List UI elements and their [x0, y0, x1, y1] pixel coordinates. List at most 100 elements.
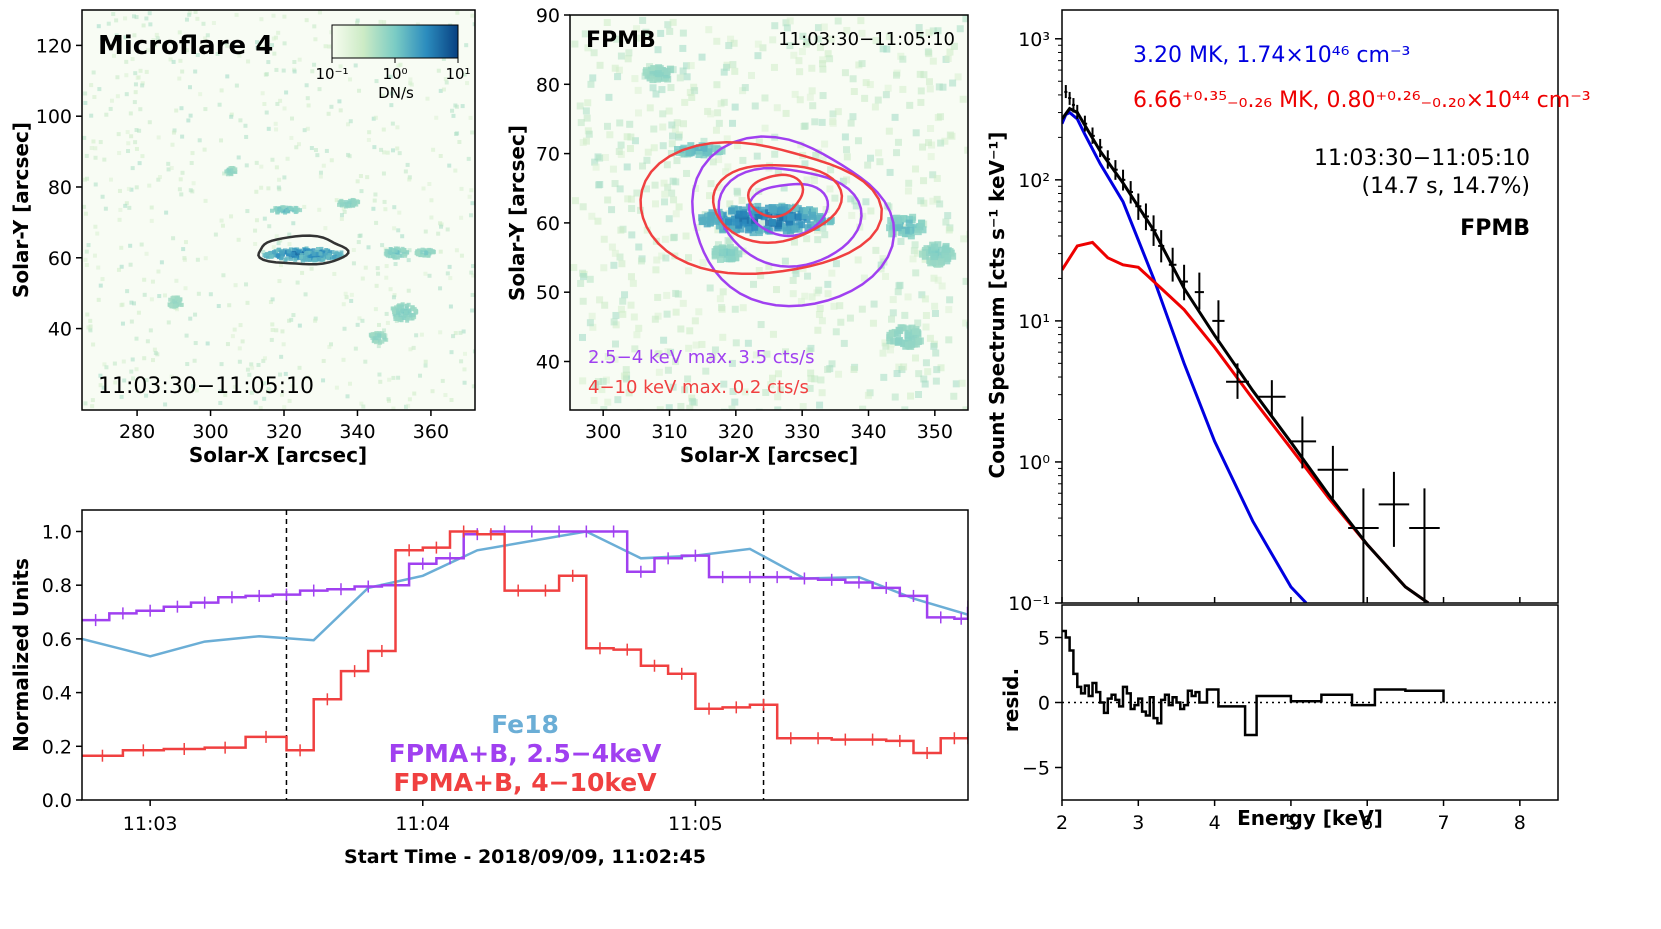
- noise-pixel: [824, 50, 832, 58]
- emission-pixel: [711, 248, 719, 256]
- emission-pixel: [387, 250, 392, 255]
- map-axis-ticks: 280 300 320 340 360 40 60 80 100 120: [36, 35, 449, 443]
- y-tick-label: 10⁰: [1018, 452, 1050, 474]
- noise-pixel: [938, 282, 946, 290]
- noise-pixel: [218, 400, 223, 405]
- noise-pixel: [187, 12, 192, 17]
- emission-pixel: [286, 249, 291, 254]
- x-tick-label: 11:05: [668, 813, 723, 835]
- noise-pixel: [117, 39, 122, 44]
- noise-pixel: [129, 369, 134, 374]
- noise-pixel: [808, 64, 816, 72]
- noise-pixel: [96, 24, 101, 29]
- emission-pixel: [695, 151, 703, 159]
- emission-pixel: [728, 207, 736, 215]
- noise-pixel: [294, 145, 299, 150]
- noise-pixel: [193, 69, 198, 74]
- noise-pixel: [100, 36, 105, 41]
- noise-pixel: [353, 63, 358, 68]
- noise-pixel: [705, 26, 713, 34]
- noise-pixel: [313, 37, 318, 42]
- noise-pixel: [904, 293, 912, 301]
- emission-pixel: [942, 250, 950, 258]
- noise-pixel: [627, 133, 635, 141]
- noise-pixel: [285, 156, 290, 161]
- noise-pixel: [816, 44, 824, 52]
- emission-pixel: [394, 311, 399, 316]
- noise-pixel: [934, 27, 942, 35]
- noise-pixel: [769, 36, 777, 44]
- noise-pixel: [689, 397, 697, 405]
- noise-pixel: [332, 271, 337, 276]
- emission-pixel: [398, 253, 403, 258]
- noise-pixel: [89, 83, 94, 88]
- noise-pixel: [646, 104, 654, 112]
- noise-pixel: [266, 186, 271, 191]
- noise-pixel: [650, 144, 658, 152]
- noise-pixel: [901, 311, 909, 319]
- emission-pixel: [403, 253, 408, 258]
- noise-pixel: [317, 87, 322, 92]
- noise-pixel: [431, 147, 436, 152]
- emission-pixel: [912, 327, 920, 335]
- noise-pixel: [657, 29, 665, 37]
- emission-pixel: [377, 333, 382, 338]
- emission-pixel: [395, 246, 400, 251]
- noise-pixel: [959, 95, 967, 103]
- noise-pixel: [191, 384, 196, 389]
- x-tick-label: 320: [266, 421, 302, 443]
- noise-pixel: [671, 125, 679, 133]
- noise-pixel: [614, 73, 622, 81]
- emission-pixel: [308, 253, 313, 258]
- noise-pixel: [616, 253, 624, 261]
- noise-pixel: [306, 375, 311, 380]
- noise-pixel: [586, 275, 594, 283]
- noise-pixel: [670, 233, 678, 241]
- noise-pixel: [89, 145, 94, 150]
- noise-pixel: [305, 126, 310, 131]
- noise-pixel: [814, 236, 822, 244]
- noise-pixel: [236, 155, 241, 160]
- noise-pixel: [611, 249, 619, 257]
- noise-pixel: [124, 92, 129, 97]
- noise-pixel: [628, 205, 636, 213]
- noise-pixel: [291, 313, 296, 318]
- noise-pixel: [586, 319, 594, 327]
- emission-pixel: [901, 230, 909, 238]
- noise-pixel: [883, 45, 891, 53]
- noise-pixel: [665, 107, 673, 115]
- noise-pixel: [653, 256, 661, 264]
- noise-pixel: [843, 26, 851, 34]
- noise-pixel: [438, 153, 443, 158]
- noise-pixel: [133, 140, 138, 145]
- noise-pixel: [90, 398, 95, 403]
- fpmb-axis-ticks: 300 310 320 330 340 350 40 50 60 70 80 90: [536, 5, 953, 443]
- noise-pixel: [348, 119, 353, 124]
- noise-pixel: [125, 289, 130, 294]
- noise-pixel: [585, 130, 593, 138]
- noise-pixel: [270, 327, 275, 332]
- noise-pixel: [682, 232, 690, 240]
- emission-pixel: [348, 198, 353, 203]
- noise-pixel: [121, 359, 126, 364]
- noise-pixel: [246, 59, 251, 64]
- noise-pixel: [254, 160, 259, 165]
- noise-pixel: [123, 16, 128, 21]
- noise-pixel: [144, 69, 149, 74]
- noise-pixel: [83, 257, 88, 262]
- emission-pixel: [334, 250, 339, 255]
- noise-pixel: [178, 177, 183, 182]
- x-tick-label: 8: [1514, 812, 1526, 834]
- noise-pixel: [782, 348, 790, 356]
- noise-pixel: [629, 279, 637, 287]
- noise-pixel: [449, 350, 454, 355]
- emission-pixel: [418, 253, 423, 258]
- noise-pixel: [249, 362, 254, 367]
- noise-pixel: [152, 43, 157, 48]
- noise-pixel: [177, 187, 182, 192]
- noise-pixel: [93, 224, 98, 229]
- noise-pixel: [899, 85, 907, 93]
- noise-pixel: [571, 40, 579, 48]
- emission-pixel: [723, 248, 731, 256]
- noise-pixel: [637, 257, 645, 265]
